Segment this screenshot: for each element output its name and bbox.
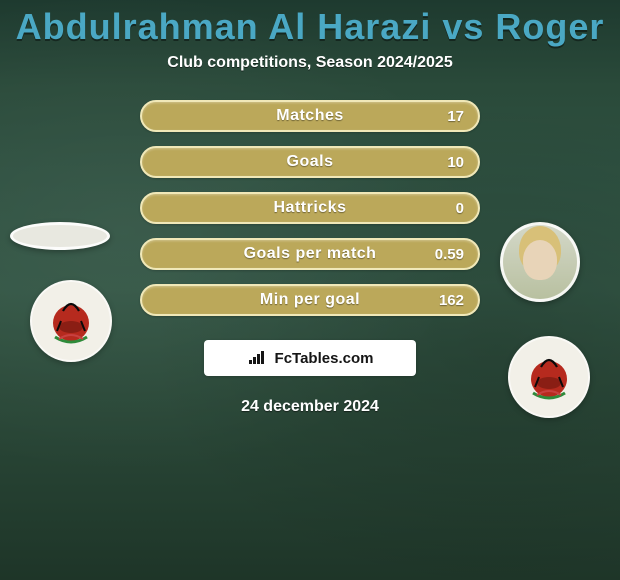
stat-value-right: 0.59	[435, 246, 464, 263]
stat-label: Hattricks	[274, 199, 347, 217]
stat-label: Min per goal	[260, 291, 360, 309]
source-text: FcTables.com	[275, 350, 374, 367]
stat-label: Matches	[276, 107, 344, 125]
page-title: Abdulrahman Al Harazi vs Roger	[16, 6, 605, 48]
stat-bars: Matches 17 Goals 10 Hattricks 0 Goals pe…	[140, 100, 480, 316]
club-left-badge	[30, 280, 112, 362]
stat-value-right: 0	[456, 200, 464, 217]
stat-value-right: 162	[439, 292, 464, 309]
player-left-avatar	[10, 222, 110, 250]
page-subtitle: Club competitions, Season 2024/2025	[167, 54, 452, 72]
stat-label: Goals per match	[244, 245, 377, 263]
stat-bar: Min per goal 162	[140, 284, 480, 316]
stat-bar: Matches 17	[140, 100, 480, 132]
stat-label: Goals	[287, 153, 334, 171]
stat-bar: Goals 10	[140, 146, 480, 178]
club-crest-icon	[519, 347, 579, 407]
stat-value-right: 10	[447, 154, 464, 171]
stat-value-right: 17	[447, 108, 464, 125]
club-right-badge	[508, 336, 590, 418]
stat-bar: Goals per match 0.59	[140, 238, 480, 270]
stat-bar: Hattricks 0	[140, 192, 480, 224]
club-crest-icon	[41, 291, 101, 351]
source-logo: FcTables.com	[204, 340, 416, 376]
generated-date: 24 december 2024	[241, 398, 379, 416]
barchart-icon	[247, 350, 269, 366]
player-right-avatar	[500, 222, 580, 302]
